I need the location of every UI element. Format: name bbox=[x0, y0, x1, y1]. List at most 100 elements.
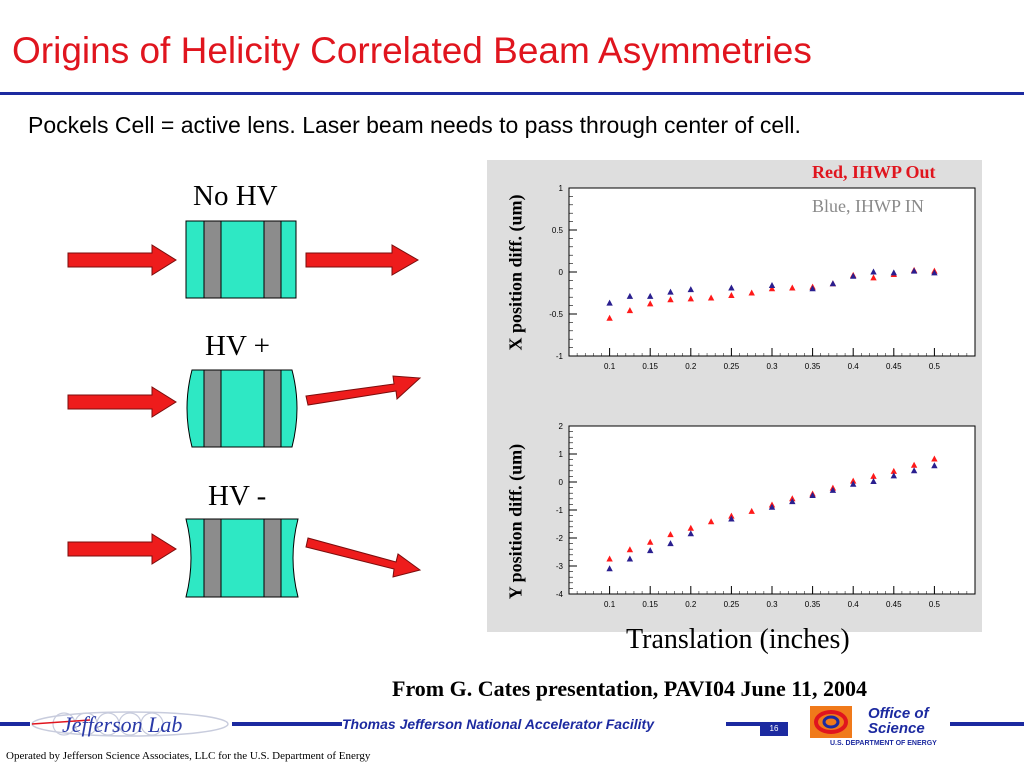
output-arrow-hv-plus bbox=[305, 375, 422, 406]
blue-data-point bbox=[647, 292, 654, 299]
y-tick-label: 2 bbox=[559, 422, 564, 431]
slide-number: 16 bbox=[760, 722, 788, 736]
x-tick-label: 0.5 bbox=[929, 362, 941, 371]
hv-minus-group bbox=[67, 518, 422, 598]
label-hv-plus: HV + bbox=[205, 330, 270, 362]
red-data-point bbox=[768, 285, 776, 292]
citation: From G. Cates presentation, PAVI04 June … bbox=[392, 676, 868, 701]
blue-data-point bbox=[870, 268, 877, 275]
blue-data-point bbox=[667, 540, 674, 547]
electrode-left-hv-minus bbox=[203, 518, 222, 598]
x-tick-label: 0.15 bbox=[642, 362, 658, 371]
y-tick-label: 0 bbox=[559, 268, 564, 277]
slide-subtitle: Pockels Cell = active lens. Laser beam n… bbox=[28, 112, 801, 138]
input-arrow-no-hv bbox=[67, 244, 177, 276]
blue-data-point bbox=[809, 285, 816, 292]
blue-data-point bbox=[728, 515, 735, 522]
electrode-left-hv-plus bbox=[203, 369, 222, 448]
red-data-point bbox=[606, 314, 613, 321]
blue-data-point bbox=[931, 269, 938, 276]
red-data-point bbox=[606, 555, 613, 562]
y-tick-label: -2 bbox=[556, 534, 564, 543]
legend-red-series: Red, IHWP Out bbox=[812, 162, 936, 182]
no-hv-group bbox=[67, 220, 420, 299]
y-tick-label: 0 bbox=[559, 478, 564, 487]
blue-data-point bbox=[809, 491, 816, 498]
blue-data-point bbox=[667, 288, 674, 295]
x-tick-label: 0.5 bbox=[929, 600, 941, 609]
red-data-point bbox=[728, 292, 735, 299]
doe-subtext: U.S. DEPARTMENT OF ENERGY bbox=[830, 740, 937, 747]
red-data-point bbox=[626, 307, 634, 314]
label-hv-minus: HV - bbox=[208, 480, 267, 512]
red-data-point bbox=[647, 538, 654, 545]
blue-data-point bbox=[910, 267, 918, 274]
x-tick-label: 0.25 bbox=[724, 600, 740, 609]
x-plot-ylabel: X position diff. (um) bbox=[505, 194, 526, 351]
electrode-right-hv-plus bbox=[263, 369, 282, 448]
y-tick-label: 1 bbox=[559, 184, 564, 193]
red-data-point bbox=[707, 294, 715, 301]
blue-data-point bbox=[606, 565, 613, 572]
electrode-left-no-hv bbox=[203, 220, 222, 299]
x-tick-label: 0.2 bbox=[685, 362, 697, 371]
title-rule bbox=[0, 92, 1024, 95]
x-tick-label: 0.25 bbox=[724, 362, 740, 371]
output-arrow-hv-minus bbox=[305, 537, 422, 578]
x-tick-label: 0.1 bbox=[604, 600, 616, 609]
slide-title: Origins of Helicity Correlated Beam Asym… bbox=[12, 30, 812, 71]
y-tick-label: -1 bbox=[556, 506, 564, 515]
red-data-point bbox=[890, 467, 897, 474]
x-tick-label: 0.4 bbox=[848, 600, 860, 609]
red-data-point bbox=[707, 518, 715, 525]
blue-data-point bbox=[829, 486, 837, 493]
blue-data-point bbox=[850, 480, 857, 487]
footer-rule-left bbox=[0, 722, 30, 726]
y-tick-label: -3 bbox=[556, 562, 564, 571]
electrode-right-no-hv bbox=[263, 220, 282, 299]
red-data-point bbox=[647, 300, 654, 307]
x-axis-label: Translation (inches) bbox=[626, 624, 850, 655]
red-data-point bbox=[789, 284, 796, 291]
office-of-science-text: Office of Science bbox=[868, 706, 929, 736]
blue-data-point bbox=[626, 292, 634, 299]
y-tick-label: -0.5 bbox=[549, 310, 563, 319]
pockels-cell-diagram bbox=[67, 220, 422, 598]
plot-frame bbox=[568, 425, 976, 595]
blue-data-point bbox=[829, 280, 837, 287]
red-data-point bbox=[667, 296, 674, 303]
hv-plus-group bbox=[67, 369, 422, 448]
legend-blue-series: Blue, IHWP IN bbox=[812, 196, 924, 216]
office-line2: Science bbox=[868, 720, 925, 737]
input-arrow-hv-minus bbox=[67, 533, 177, 565]
x-tick-label: 0.2 bbox=[685, 600, 697, 609]
y-tick-label: -1 bbox=[556, 352, 564, 361]
x-tick-label: 0.3 bbox=[766, 600, 778, 609]
operated-by-text: Operated by Jefferson Science Associates… bbox=[6, 750, 371, 762]
y-tick-label: 1 bbox=[559, 450, 564, 459]
output-arrow-no-hv bbox=[305, 244, 420, 276]
blue-data-point bbox=[931, 462, 938, 469]
x-tick-label: 0.45 bbox=[886, 362, 902, 371]
blue-data-point bbox=[870, 477, 877, 484]
blue-data-point bbox=[768, 503, 776, 510]
x-tick-label: 0.4 bbox=[848, 362, 860, 371]
plot-frame bbox=[568, 187, 976, 357]
red-data-point bbox=[748, 289, 755, 296]
electrode-right-hv-minus bbox=[263, 518, 282, 598]
blue-data-point bbox=[890, 472, 897, 479]
blue-data-point bbox=[728, 284, 735, 291]
y-plot-ylabel: Y position diff. (um) bbox=[505, 443, 526, 600]
y-tick-label: -4 bbox=[556, 590, 564, 599]
red-data-point bbox=[850, 477, 857, 484]
blue-data-point bbox=[910, 467, 918, 474]
jefferson-lab-logo bbox=[31, 711, 229, 737]
blue-data-point bbox=[890, 269, 897, 276]
office-line1: Office of bbox=[868, 705, 929, 722]
blue-data-point bbox=[850, 272, 857, 279]
blue-data-point bbox=[647, 547, 654, 554]
blue-data-point bbox=[606, 299, 613, 306]
footer-rule-right bbox=[726, 722, 760, 726]
y-tick-label: 0.5 bbox=[552, 226, 564, 235]
